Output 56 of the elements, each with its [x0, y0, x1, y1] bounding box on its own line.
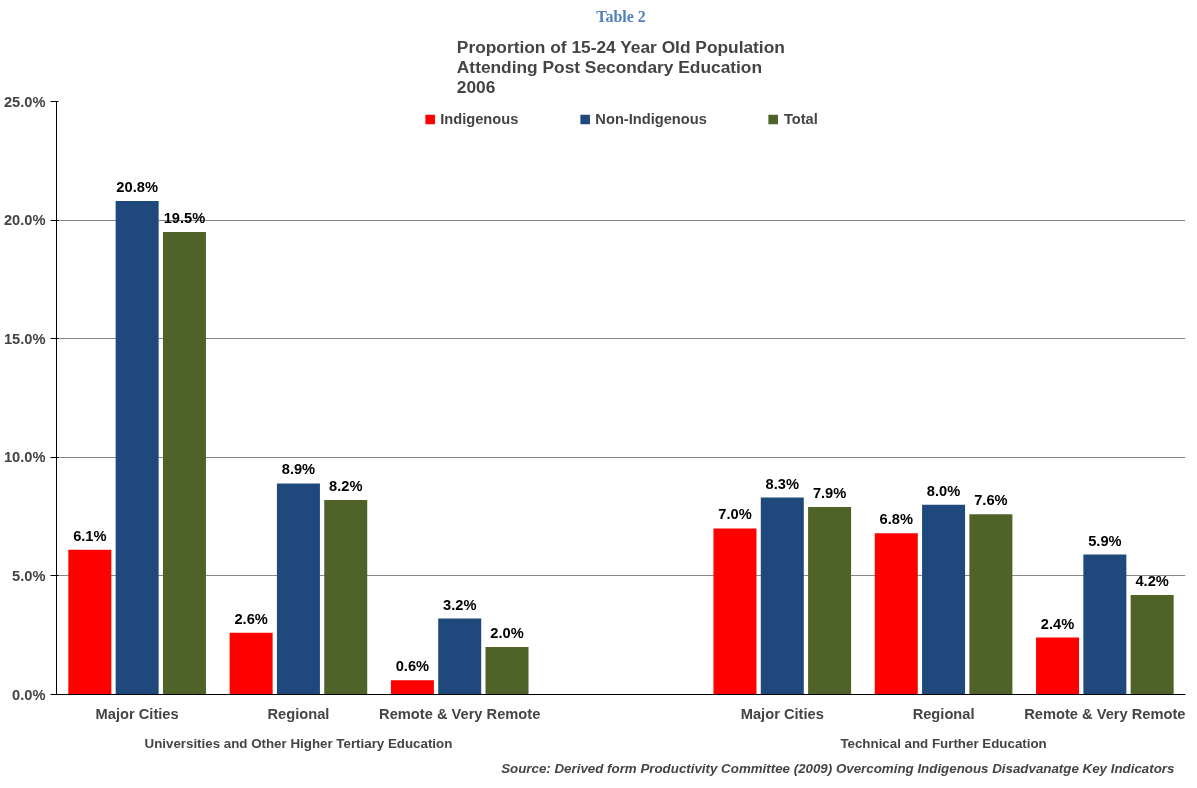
bar	[485, 647, 529, 695]
y-tick-label: 25.0%	[3, 93, 46, 110]
data-label: 8.2%	[329, 478, 363, 494]
data-label: 7.0%	[718, 506, 752, 523]
data-label: 8.0%	[926, 482, 961, 499]
data-label: 5.9%	[1088, 532, 1122, 549]
bar	[229, 632, 273, 695]
text: Technical and Further Education	[840, 735, 1047, 751]
data-label: 0.6%	[395, 658, 430, 675]
bar	[1036, 637, 1080, 695]
data-label: 7.6%	[974, 492, 1008, 509]
bar	[1083, 554, 1127, 695]
x-tick-label: Remote & Very Remote	[1024, 705, 1186, 722]
bar	[969, 514, 1013, 695]
legend-label: Indigenous	[440, 111, 519, 127]
data-label: 4.2%	[1135, 572, 1169, 589]
data-label: 3.2%	[443, 596, 477, 613]
y-tick-label: 5.0%	[12, 567, 46, 584]
data-label: 7.9%	[812, 485, 847, 502]
text: Universities and Other Higher Tertiary Education	[144, 735, 453, 751]
x-tick-label: Major Cities	[95, 705, 179, 722]
data-label: 6.8%	[879, 511, 913, 528]
bar	[324, 500, 368, 695]
y-tick-label: 10.0%	[3, 449, 46, 466]
x-tick-label: Regional	[267, 705, 330, 722]
x-tick-label: Regional	[912, 705, 975, 722]
bar	[68, 549, 112, 695]
legend-label: Non-Indigenous	[595, 111, 707, 127]
source-note: Source: Derived form Productivity Committee (2009) Overcoming Indigenous Disadvanatge Key Indicators	[501, 760, 1175, 776]
x-tick-label: Major Cities	[740, 705, 824, 722]
data-label: 8.9%	[281, 461, 316, 478]
bar	[874, 533, 918, 695]
legend-label: Total	[783, 111, 818, 127]
data-label: 6.1%	[73, 527, 107, 544]
chart-title: Proportion of 15-24 Year Old Population Attending Post Secondary Education 2006	[456, 36, 785, 97]
bar	[115, 201, 159, 695]
y-tick-label: 0.0%	[12, 686, 46, 703]
caption: Table 2	[596, 7, 646, 25]
bar	[922, 504, 966, 695]
bar	[1130, 594, 1174, 695]
bar	[438, 618, 482, 695]
bar	[808, 507, 852, 695]
bar	[713, 528, 757, 695]
data-label: 2.4%	[1040, 615, 1075, 632]
bar	[162, 231, 206, 695]
bar	[276, 483, 320, 695]
data-label: 2.6%	[234, 610, 268, 627]
x-tick-label: Remote & Very Remote	[379, 705, 541, 722]
data-label: 8.3%	[765, 475, 799, 492]
bar	[390, 680, 434, 695]
data-label: 20.8%	[116, 179, 158, 196]
data-label: 2.0%	[490, 625, 524, 642]
data-label: 19.5%	[163, 209, 206, 226]
y-tick-label: 15.0%	[3, 330, 46, 347]
bar	[760, 497, 804, 695]
y-tick-label: 20.0%	[3, 212, 46, 229]
